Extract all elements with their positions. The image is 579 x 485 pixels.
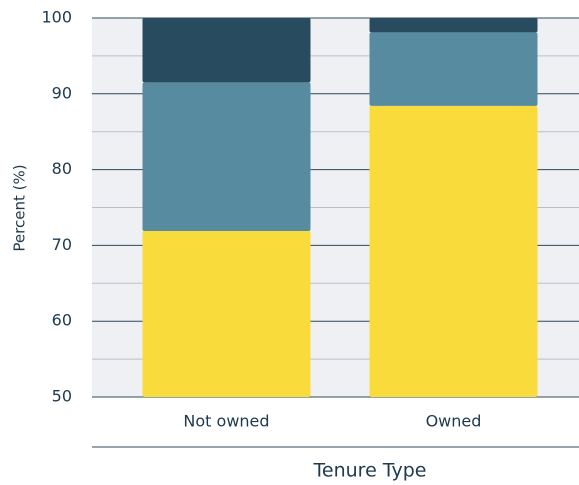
bar-segment [369, 105, 538, 397]
y-tick-label: 80 [52, 159, 72, 178]
x-tick-label: Not owned [183, 412, 269, 431]
y-tick-label: 50 [52, 387, 72, 406]
bar-segment [142, 18, 311, 83]
y-tick-label: 70 [52, 235, 72, 254]
x-axis-label: Tenure Type [313, 460, 427, 482]
y-tick-label: 100 [41, 8, 72, 27]
bar-segment [369, 32, 538, 106]
bar-segment [142, 82, 311, 231]
x-tick-label: Owned [426, 412, 482, 431]
bar-segment [369, 18, 538, 33]
y-tick-label: 90 [52, 83, 72, 102]
y-axis-label: Percent (%) [11, 164, 29, 251]
bar-segment [142, 230, 311, 397]
y-tick-label: 60 [52, 311, 72, 330]
